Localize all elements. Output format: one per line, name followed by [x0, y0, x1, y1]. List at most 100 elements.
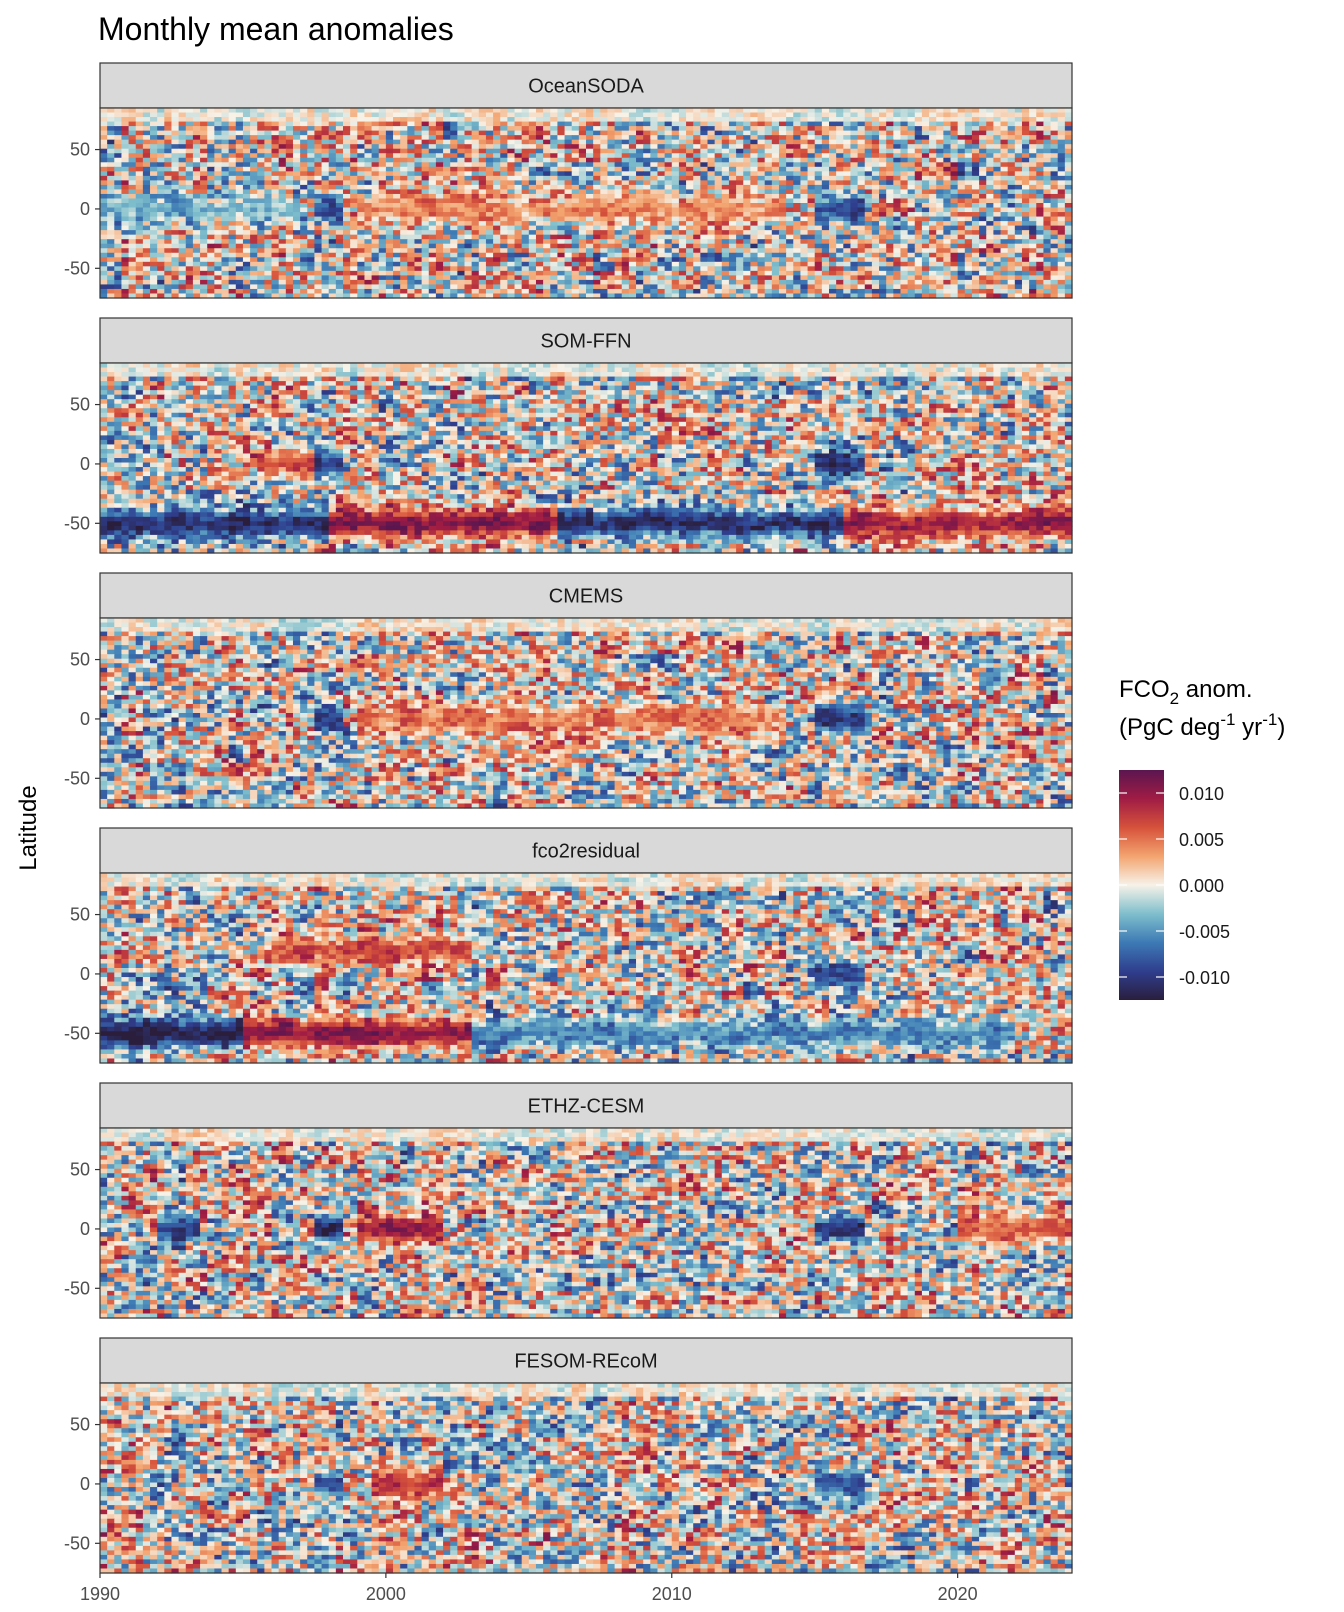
heatmap-cell	[865, 122, 873, 127]
heatmap-cell	[565, 113, 573, 118]
heatmap-cell	[836, 122, 844, 127]
heatmap-cell	[922, 131, 930, 136]
heatmap-cell	[272, 122, 280, 127]
heatmap-cell	[700, 126, 708, 131]
heatmap-cell	[272, 113, 280, 118]
heatmap-cell	[200, 113, 208, 118]
heatmap-cell	[908, 131, 916, 136]
heatmap-cell	[379, 117, 387, 122]
heatmap-cell	[279, 126, 287, 131]
heatmap-cell	[1015, 122, 1023, 127]
heatmap-cell	[600, 126, 608, 131]
heatmap-cell	[429, 108, 437, 113]
heatmap-cell	[414, 117, 422, 122]
heatmap-cell	[936, 140, 944, 145]
heatmap-cell	[872, 149, 880, 154]
heatmap-cell	[936, 131, 944, 136]
heatmap-cell	[493, 113, 501, 118]
heatmap-cell	[179, 140, 187, 145]
heatmap-cell	[993, 108, 1001, 113]
heatmap-cell	[993, 117, 1001, 122]
heatmap-cell	[222, 153, 230, 158]
heatmap-cell	[736, 126, 744, 131]
heatmap-cell	[207, 149, 215, 154]
heatmap-cell	[286, 122, 294, 127]
heatmap-cell	[872, 131, 880, 136]
heatmap-cell	[222, 108, 230, 113]
heatmap-cell	[414, 149, 422, 154]
heatmap-cell	[607, 135, 615, 140]
heatmap-cell	[329, 113, 337, 118]
heatmap-cell	[593, 135, 601, 140]
heatmap-cell	[865, 144, 873, 149]
heatmap-cell	[222, 149, 230, 154]
heatmap-cell	[808, 149, 816, 154]
heatmap-cell	[829, 131, 837, 136]
heatmap-cell	[1015, 140, 1023, 145]
heatmap-cell	[965, 122, 973, 127]
heatmap-cell	[107, 117, 115, 122]
heatmap-cell	[114, 108, 122, 113]
heatmap-cell	[200, 122, 208, 127]
heatmap-cell	[372, 117, 380, 122]
heatmap-cell	[557, 140, 565, 145]
heatmap-cell	[915, 117, 923, 122]
heatmap-cell	[836, 140, 844, 145]
heatmap-cell	[750, 113, 758, 118]
heatmap-cell	[243, 153, 251, 158]
heatmap-cell	[665, 149, 673, 154]
heatmap-cell	[843, 122, 851, 127]
heatmap-cell	[171, 122, 179, 127]
heatmap-cell	[858, 131, 866, 136]
heatmap-cell	[214, 126, 222, 131]
heatmap-cell	[1022, 126, 1030, 131]
heatmap-cell	[272, 140, 280, 145]
heatmap-cell	[879, 126, 887, 131]
heatmap-cell	[243, 144, 251, 149]
heatmap-cell	[207, 122, 215, 127]
heatmap-cell	[1036, 126, 1044, 131]
heatmap-cell	[1036, 113, 1044, 118]
heatmap-cell	[450, 140, 458, 145]
heatmap-cell	[750, 140, 758, 145]
heatmap-cell	[743, 113, 751, 118]
heatmap-cell	[393, 131, 401, 136]
heatmap-cell	[179, 149, 187, 154]
heatmap-cell	[314, 131, 322, 136]
heatmap-cell	[164, 126, 172, 131]
heatmap-cell	[958, 140, 966, 145]
heatmap-cell	[350, 144, 358, 149]
heatmap-cell	[586, 140, 594, 145]
heatmap-cell	[565, 149, 573, 154]
heatmap-cell	[922, 149, 930, 154]
heatmap-cell	[958, 126, 966, 131]
heatmap-cell	[422, 113, 430, 118]
heatmap-cell	[708, 117, 716, 122]
heatmap-cell	[100, 140, 108, 145]
heatmap-cell	[808, 135, 816, 140]
heatmap-cell	[672, 144, 680, 149]
heatmap-cell	[200, 153, 208, 158]
heatmap-cell	[314, 135, 322, 140]
heatmap-cell	[236, 126, 244, 131]
heatmap-cell	[943, 122, 951, 127]
heatmap-cell	[657, 108, 665, 113]
heatmap-cell	[357, 144, 365, 149]
heatmap-cell	[207, 144, 215, 149]
heatmap-cell	[772, 135, 780, 140]
heatmap-cell	[121, 144, 129, 149]
heatmap-cell	[958, 108, 966, 113]
heatmap-cell	[936, 113, 944, 118]
heatmap-cell	[429, 135, 437, 140]
heatmap-cell	[493, 144, 501, 149]
heatmap-cell	[836, 126, 844, 131]
heatmap-cell	[822, 126, 830, 131]
heatmap-cell	[593, 140, 601, 145]
heatmap-cell	[500, 108, 508, 113]
heatmap-cell	[500, 122, 508, 127]
heatmap-cell	[972, 122, 980, 127]
heatmap-cell	[758, 149, 766, 154]
heatmap-cell	[343, 117, 351, 122]
heatmap-cell	[300, 126, 308, 131]
heatmap-cell	[972, 126, 980, 131]
